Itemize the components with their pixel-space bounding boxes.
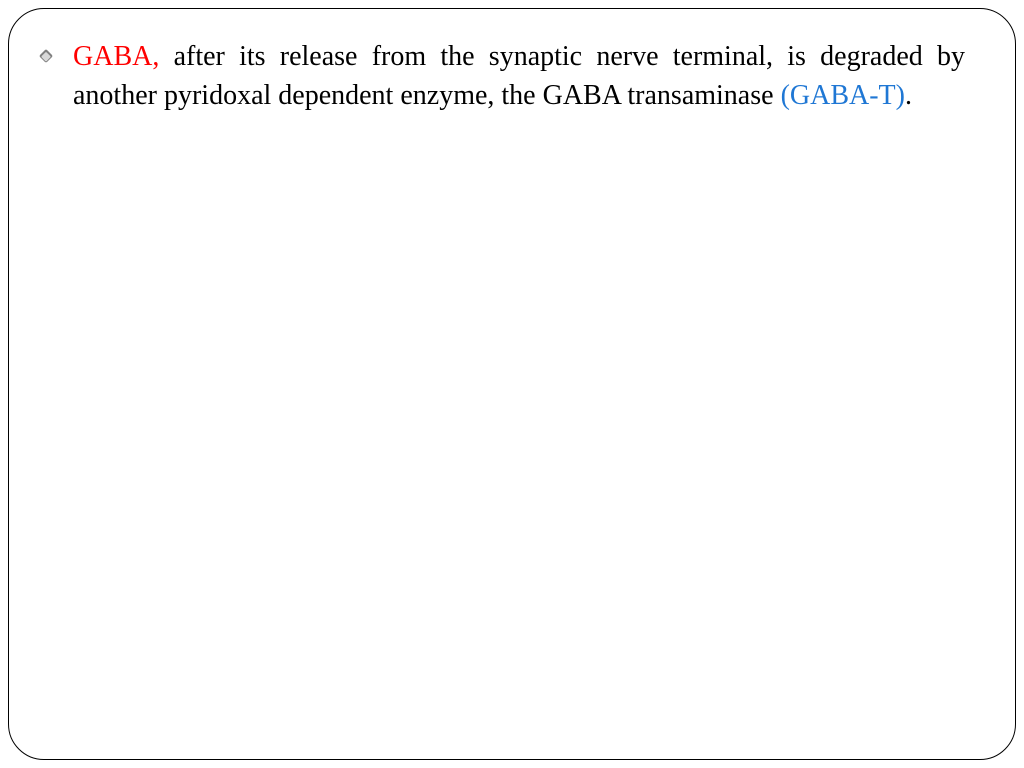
text-segment-gaba: GABA, xyxy=(73,41,174,72)
body-paragraph: GABA, after its release from the synapti… xyxy=(73,37,965,115)
text-segment-gabat: (GABA-T) xyxy=(781,80,905,111)
text-segment-period: . xyxy=(905,80,912,111)
slide-frame: GABA, after its release from the synapti… xyxy=(8,8,1016,760)
bullet-icon xyxy=(39,49,53,63)
